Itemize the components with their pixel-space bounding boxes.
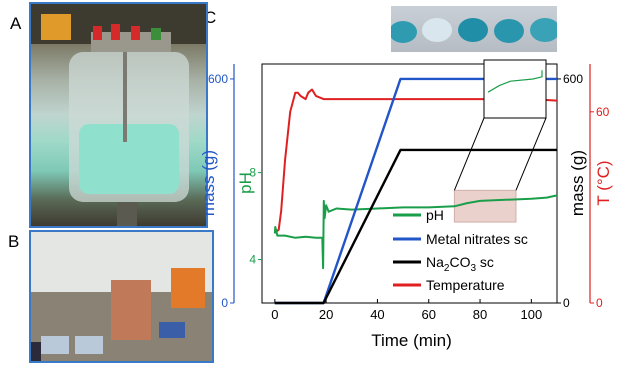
sample-wells — [391, 18, 557, 43]
x-tick-label: 20 — [319, 307, 333, 322]
panel-label-a: A — [10, 14, 22, 33]
ph-line — [273, 194, 558, 270]
na2co3-line — [274, 148, 557, 305]
ph-tick-label: 4 — [249, 253, 256, 267]
chart-series — [273, 59, 558, 305]
legend-label-temperature: Temperature — [426, 277, 505, 293]
panel-label-b: B — [8, 232, 20, 251]
x-tick-label: 80 — [473, 307, 487, 322]
reactor-housing — [111, 280, 151, 340]
temperature-axis-label: T (°C) — [594, 160, 613, 205]
ph-tick-label: 8 — [249, 166, 256, 180]
sample-well-2 — [422, 18, 452, 42]
plot-frame — [261, 63, 558, 304]
temperature-tick-label: 0 — [596, 296, 603, 310]
inset-ph-line — [487, 70, 543, 93]
orange-device — [41, 14, 71, 40]
sample-well-5 — [530, 18, 557, 42]
x-tick-label: 60 — [422, 307, 436, 322]
na2co3-mass-axis-label: mass (g) — [568, 150, 587, 216]
setup-illustration — [31, 232, 212, 361]
metal-mass-tick-label: 600 — [208, 72, 228, 86]
legend-label-ph: pH — [426, 207, 444, 223]
stirrer-shaft — [123, 52, 127, 142]
legend-label-metal: Metal nitrates sc — [426, 231, 528, 247]
controller-screen — [159, 322, 185, 338]
inset-connector-left — [453, 117, 485, 191]
red-cap-3 — [131, 26, 140, 40]
sample-well-4 — [494, 19, 524, 43]
chart-legend: pH Metal nitrates sc Na2CO3 sc Temperatu… — [393, 207, 528, 293]
sample-color-strip — [391, 6, 557, 52]
metal-mass-axis-label: mass (g) — [199, 150, 218, 216]
metal-mass-tick-label: 0 — [221, 296, 228, 310]
sample-well-1 — [391, 21, 417, 43]
ph-axis-label: pH — [236, 172, 255, 194]
red-cap-2 — [111, 24, 120, 40]
reactor-suspension — [79, 124, 179, 194]
sample-well-3 — [458, 18, 488, 42]
pump-unit — [171, 268, 205, 308]
na2co3-mass-tick-label: 600 — [563, 72, 583, 86]
temperature-tick-label: 60 — [596, 105, 610, 119]
x-tick-label: 100 — [520, 307, 542, 322]
reactor-photo — [29, 2, 208, 228]
x-tick-label: 0 — [271, 307, 278, 322]
reactor-illustration — [31, 4, 206, 226]
green-cap — [151, 28, 161, 40]
x-tick-label: 40 — [370, 307, 384, 322]
reactor-outlet — [117, 202, 137, 226]
inset-connector-right — [515, 117, 547, 191]
x-axis-label: Time (min) — [371, 331, 452, 350]
balance-1 — [41, 336, 69, 354]
setup-photo — [29, 230, 214, 363]
highlight-region — [453, 189, 517, 223]
na2co3-mass-tick-label: 0 — [563, 296, 570, 310]
temperature-line — [274, 88, 558, 234]
legend-label-na2co3: Na2CO3 sc — [426, 254, 494, 274]
balance-2 — [75, 336, 103, 354]
red-cap-1 — [93, 26, 102, 40]
lab-chair — [31, 342, 41, 361]
